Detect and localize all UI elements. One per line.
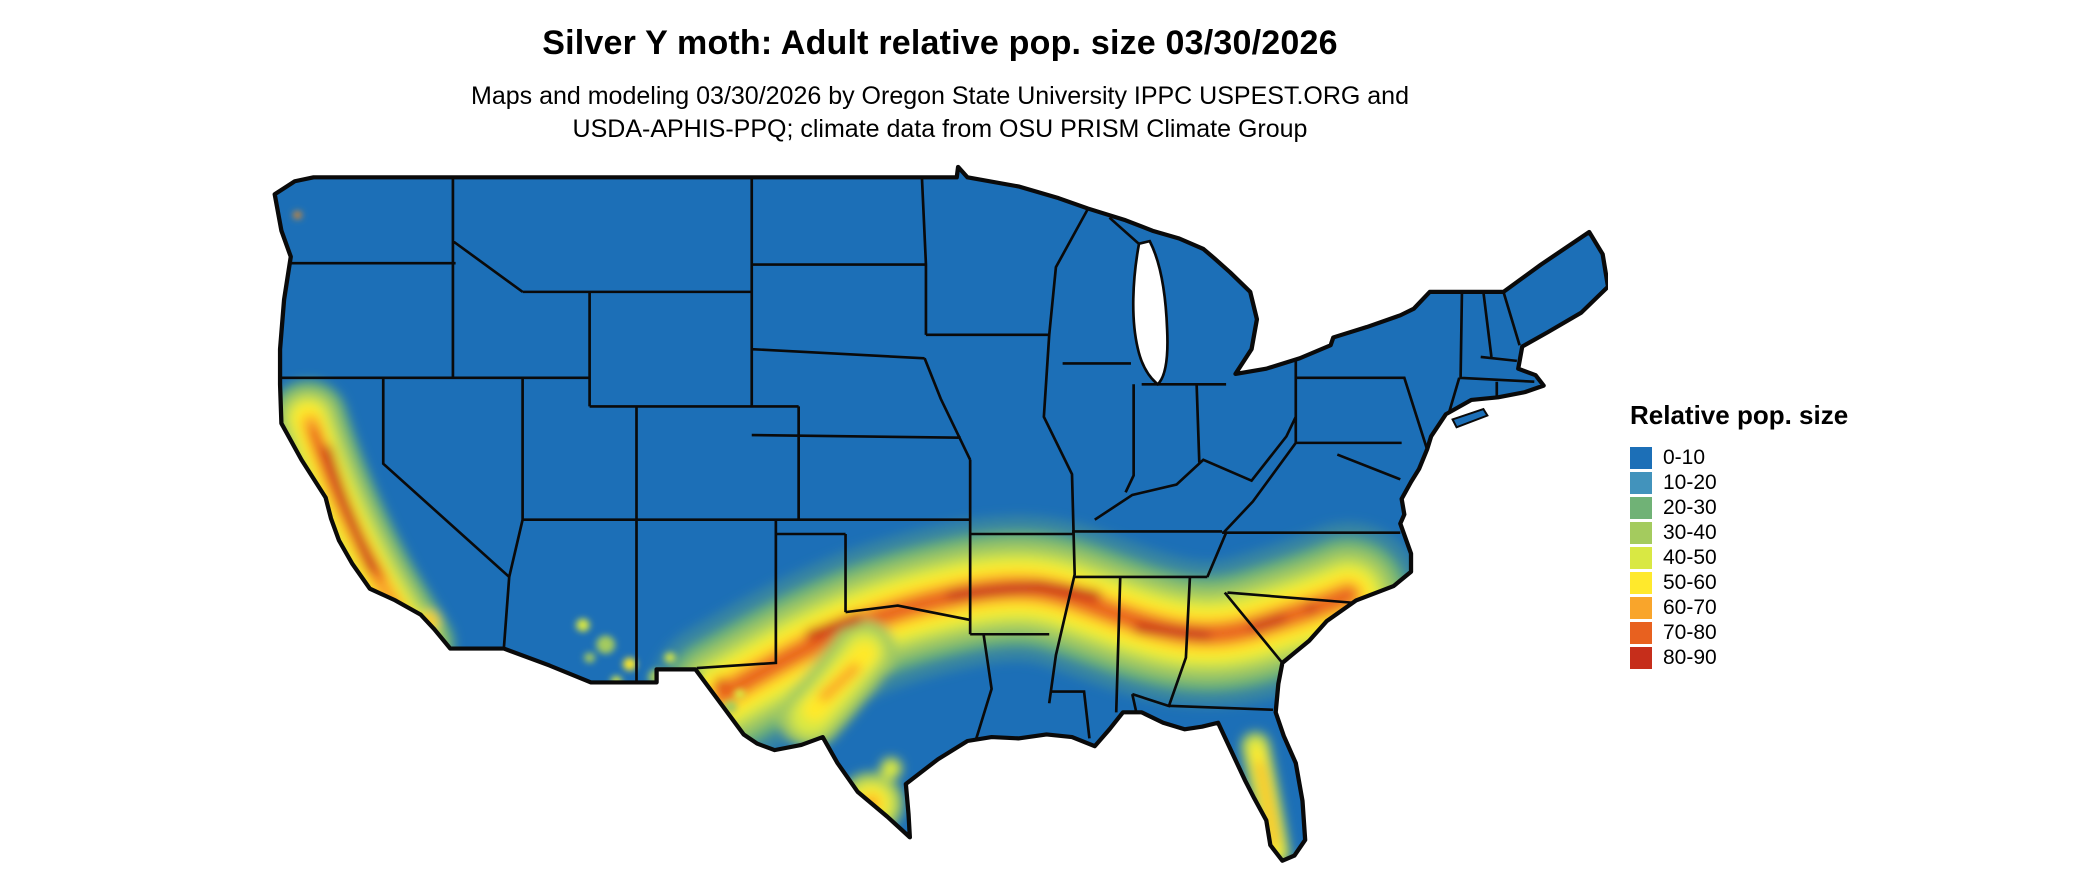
speckle (576, 618, 590, 632)
california-80-90 (322, 444, 378, 574)
legend-item: 70-80 (1630, 620, 1848, 645)
red-core-texas (805, 613, 863, 640)
red-core-ok-ar (946, 580, 1102, 601)
subtitle-line-2: USDA-APHIS-PPQ; climate data from OSU PR… (572, 115, 1308, 143)
legend-swatch (1630, 571, 1652, 594)
legend-item-label: 10-20 (1663, 471, 1717, 494)
speckle (623, 657, 637, 671)
florida-orange (1256, 761, 1278, 846)
red-core-sc (1248, 614, 1288, 633)
legend-item-label: 30-40 (1663, 521, 1717, 544)
legend-items: 0-10 10-20 20-30 30-40 40-50 50-60 60-70 70-80 8… (1630, 445, 1848, 670)
legend-item: 10-20 (1630, 470, 1848, 495)
legend-swatch (1630, 546, 1652, 569)
speckle (584, 652, 595, 663)
legend-swatch (1630, 496, 1652, 519)
speckle (596, 635, 616, 654)
legend: Relative pop. size 0-10 10-20 20-30 30-40 40… (1630, 400, 1848, 670)
south-texas-speck (880, 757, 902, 779)
legend-item: 30-40 (1630, 520, 1848, 545)
lake-michigan (1131, 239, 1169, 387)
texas-lobe-orange (818, 662, 861, 702)
red-core-al-ga (1133, 622, 1212, 641)
legend-item-label: 50-60 (1663, 571, 1717, 594)
washington-speck-red (295, 213, 300, 218)
legend-title: Relative pop. size (1630, 400, 1849, 430)
legend-item: 40-50 (1630, 545, 1848, 570)
legend-item-label: 70-80 (1663, 621, 1717, 644)
red-spot-west-texas (717, 680, 725, 687)
map-subtitle: Maps and modeling 03/30/2026 by Oregon S… (0, 80, 1880, 146)
red-spot-nc (1305, 603, 1316, 614)
legend-item-label: 60-70 (1663, 596, 1717, 619)
map-title: Silver Y moth: Adult relative pop. size … (542, 24, 1338, 62)
legend-swatch (1630, 521, 1652, 544)
legend-item: 60-70 (1630, 595, 1848, 620)
legend-item-label: 0-10 (1663, 446, 1706, 469)
legend-item: 80-90 (1630, 645, 1848, 670)
speckle (734, 688, 746, 700)
legend-item: 20-30 (1630, 495, 1848, 520)
legend-swatch (1630, 446, 1652, 469)
legend-swatch (1630, 646, 1652, 669)
speckle (675, 678, 692, 695)
long-island (1451, 407, 1489, 429)
us-map (268, 163, 1608, 892)
legend-item: 0-10 (1630, 445, 1848, 470)
legend-item-label: 40-50 (1663, 546, 1717, 569)
legend-item-label: 20-30 (1663, 496, 1717, 519)
state-borders (280, 177, 1535, 742)
us-map-svg (268, 163, 1608, 892)
legend-swatch (1630, 596, 1652, 619)
speckle (664, 652, 676, 663)
legend-swatch (1630, 471, 1652, 494)
legend-swatch (1630, 621, 1652, 644)
legend-item-label: 80-90 (1663, 646, 1717, 669)
subtitle-line-1: Maps and modeling 03/30/2026 by Oregon S… (471, 82, 1409, 110)
legend-item: 50-60 (1630, 570, 1848, 595)
